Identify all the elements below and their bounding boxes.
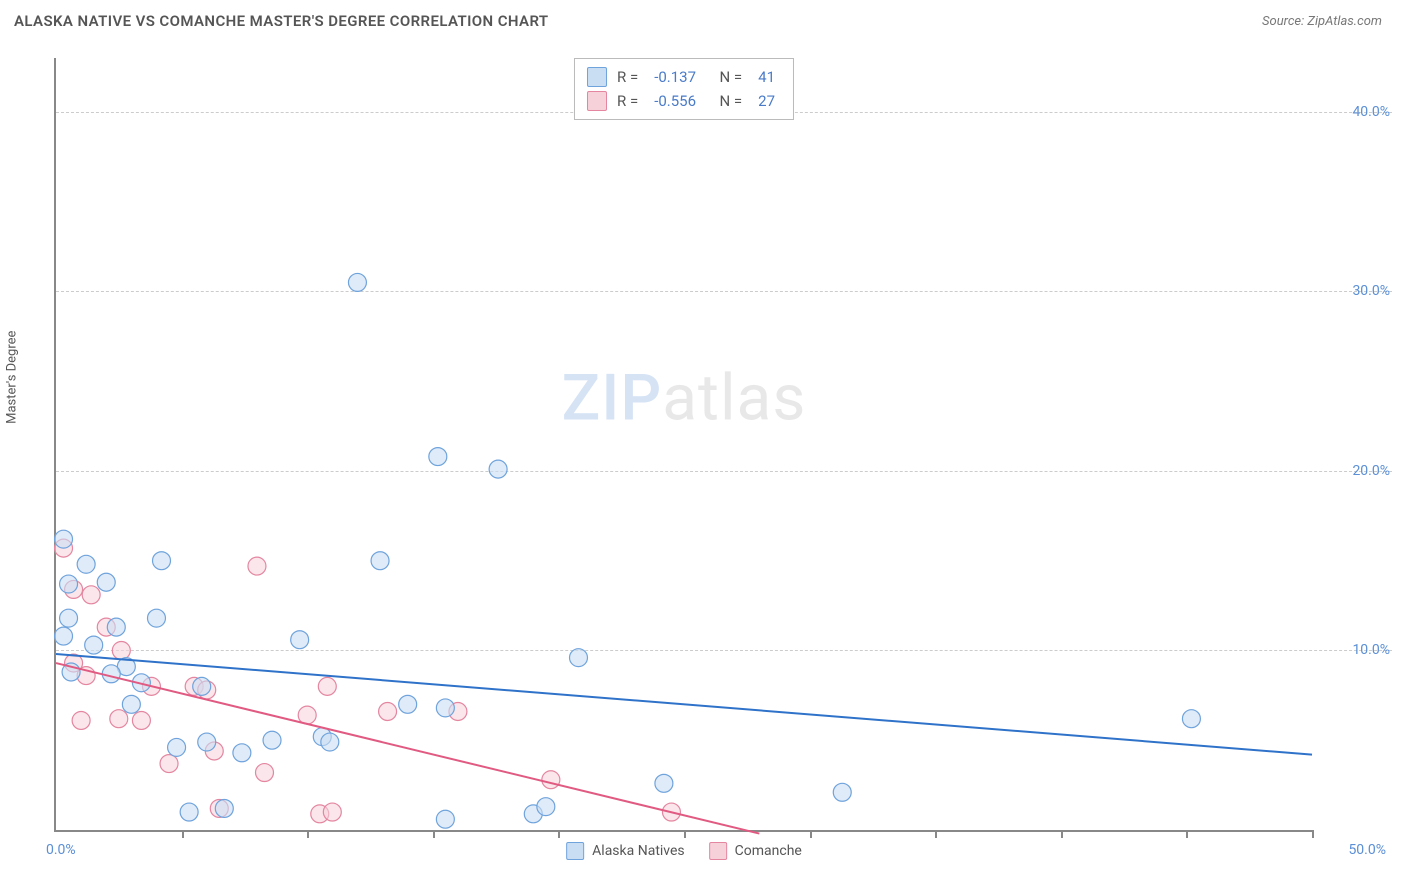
data-point-alaska bbox=[97, 573, 115, 591]
y-tick-label: 40.0% bbox=[1352, 104, 1390, 120]
data-point-comanche bbox=[298, 706, 316, 724]
data-point-comanche bbox=[248, 557, 266, 575]
stats-swatch bbox=[587, 91, 607, 111]
data-point-alaska bbox=[429, 448, 447, 466]
stats-r-value: -0.137 bbox=[654, 68, 696, 86]
data-point-comanche bbox=[112, 641, 130, 659]
trend-line-alaska bbox=[56, 654, 1312, 755]
data-point-comanche bbox=[323, 803, 341, 821]
data-point-alaska bbox=[102, 665, 120, 683]
stats-n-label: N = bbox=[712, 68, 742, 86]
data-point-alaska bbox=[436, 699, 454, 717]
data-point-alaska bbox=[537, 798, 555, 816]
x-tick bbox=[1186, 830, 1188, 838]
data-point-alaska bbox=[215, 799, 233, 817]
x-axis-max-label: 50.0% bbox=[1348, 842, 1386, 858]
legend-label: Alaska Natives bbox=[592, 843, 685, 859]
data-point-alaska bbox=[77, 555, 95, 573]
x-tick bbox=[433, 830, 435, 838]
scatter-plot-svg bbox=[56, 58, 1312, 830]
y-tick-label: 20.0% bbox=[1352, 463, 1390, 479]
data-point-alaska bbox=[85, 636, 103, 654]
legend-item: Comanche bbox=[709, 842, 802, 860]
data-point-alaska bbox=[321, 733, 339, 751]
x-tick bbox=[935, 830, 937, 838]
stats-row: R = -0.137 N = 41 bbox=[587, 65, 781, 89]
stats-r-value: -0.556 bbox=[654, 92, 696, 110]
stats-n-value: 27 bbox=[758, 92, 775, 110]
data-point-comanche bbox=[110, 710, 128, 728]
data-point-alaska bbox=[233, 744, 251, 762]
data-point-comanche bbox=[132, 712, 150, 730]
stats-n-value: 41 bbox=[758, 68, 775, 86]
data-point-alaska bbox=[436, 810, 454, 828]
chart-header: ALASKA NATIVE VS COMANCHE MASTER'S DEGRE… bbox=[0, 0, 1406, 38]
chart-title: ALASKA NATIVE VS COMANCHE MASTER'S DEGRE… bbox=[14, 12, 549, 30]
legend-swatch bbox=[566, 842, 584, 860]
data-point-comanche bbox=[542, 771, 560, 789]
data-point-alaska bbox=[107, 618, 125, 636]
y-tick-label: 30.0% bbox=[1352, 283, 1390, 299]
x-tick bbox=[307, 830, 309, 838]
bottom-legend: Alaska Natives Comanche bbox=[566, 842, 802, 860]
data-point-comanche bbox=[256, 764, 274, 782]
data-point-alaska bbox=[198, 733, 216, 751]
y-axis-label: Master's Degree bbox=[5, 331, 20, 424]
data-point-alaska bbox=[60, 609, 78, 627]
data-point-alaska bbox=[153, 552, 171, 570]
x-tick bbox=[1061, 830, 1063, 838]
x-tick bbox=[182, 830, 184, 838]
data-point-comanche bbox=[379, 703, 397, 721]
data-point-comanche bbox=[82, 586, 100, 604]
stats-r-label: R = bbox=[617, 92, 638, 110]
trend-line-comanche bbox=[56, 663, 759, 834]
data-point-alaska bbox=[655, 774, 673, 792]
data-point-alaska bbox=[371, 552, 389, 570]
data-point-alaska bbox=[348, 273, 366, 291]
data-point-alaska bbox=[399, 695, 417, 713]
data-point-alaska bbox=[180, 803, 198, 821]
data-point-alaska bbox=[833, 783, 851, 801]
data-point-alaska bbox=[122, 695, 140, 713]
stats-row: R = -0.556 N = 27 bbox=[587, 89, 781, 113]
source-attribution: Source: ZipAtlas.com bbox=[1262, 14, 1382, 29]
data-point-alaska bbox=[55, 530, 73, 548]
stats-swatch bbox=[587, 67, 607, 87]
data-point-alaska bbox=[55, 627, 73, 645]
data-point-alaska bbox=[193, 677, 211, 695]
chart-container: Master's Degree ZIPatlas R = -0.137 N = … bbox=[14, 48, 1392, 878]
legend-label: Comanche bbox=[735, 843, 802, 859]
plot-area: ZIPatlas R = -0.137 N = 41R = -0.556 N =… bbox=[54, 58, 1312, 832]
data-point-alaska bbox=[147, 609, 165, 627]
data-point-alaska bbox=[291, 631, 309, 649]
y-tick-label: 10.0% bbox=[1352, 642, 1390, 658]
data-point-alaska bbox=[489, 460, 507, 478]
stats-box: R = -0.137 N = 41R = -0.556 N = 27 bbox=[574, 58, 794, 120]
data-point-comanche bbox=[160, 755, 178, 773]
stats-r-label: R = bbox=[617, 68, 638, 86]
x-tick bbox=[684, 830, 686, 838]
data-point-comanche bbox=[318, 677, 336, 695]
x-axis-origin-label: 0.0% bbox=[46, 842, 76, 858]
data-point-alaska bbox=[168, 738, 186, 756]
data-point-alaska bbox=[570, 649, 588, 667]
x-tick bbox=[810, 830, 812, 838]
legend-swatch bbox=[709, 842, 727, 860]
data-point-alaska bbox=[1182, 710, 1200, 728]
data-point-alaska bbox=[60, 575, 78, 593]
legend-item: Alaska Natives bbox=[566, 842, 685, 860]
stats-n-label: N = bbox=[712, 92, 742, 110]
data-point-comanche bbox=[72, 712, 90, 730]
x-tick bbox=[1312, 830, 1314, 838]
x-tick bbox=[558, 830, 560, 838]
data-point-alaska bbox=[263, 731, 281, 749]
